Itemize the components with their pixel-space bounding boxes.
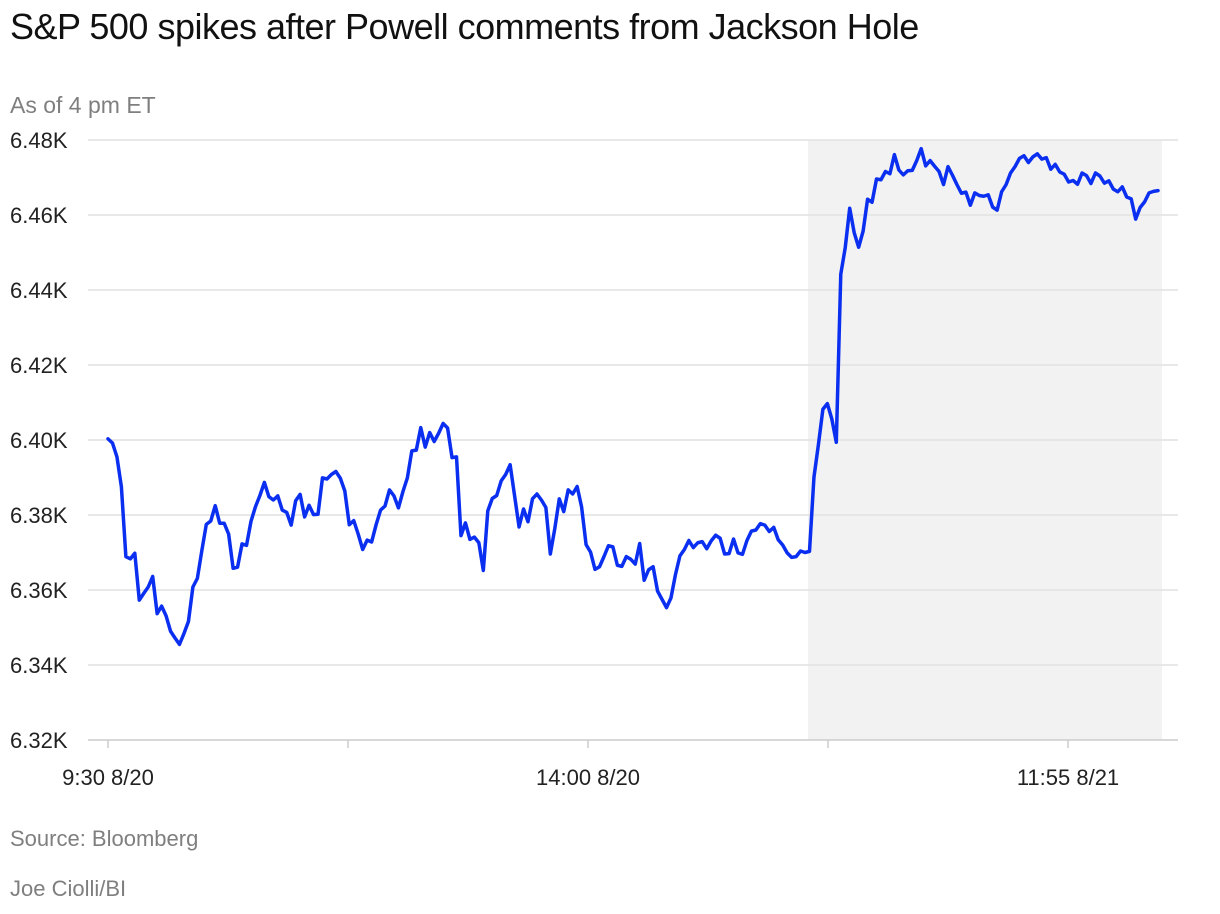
- gridlines: [88, 139, 1178, 666]
- y-axis-labels: 6.32K 6.34K 6.36K 6.38K 6.40K 6.42K 6.44K 6.46K…: [10, 128, 68, 753]
- chart-title: S&P 500 spikes after Powell comments fro…: [10, 6, 919, 47]
- series-line: [106, 146, 1160, 647]
- y-tick-label: 6.38K: [10, 503, 68, 528]
- y-tick-label: 6.48K: [10, 128, 68, 153]
- y-tick-label: 6.44K: [10, 278, 68, 303]
- y-tick-label: 6.36K: [10, 578, 68, 603]
- series-layer: [106, 146, 1160, 647]
- chart-subtitle: As of 4 pm ET: [10, 92, 156, 118]
- y-tick-label: 6.32K: [10, 728, 68, 753]
- x-tick-label: 14:00 8/20: [536, 765, 640, 790]
- x-tick-label: 11:55 8/21: [1017, 765, 1119, 790]
- x-tick-label: 9:30 8/20: [62, 765, 154, 790]
- y-tick-label: 6.34K: [10, 653, 68, 678]
- credit-note: Joe Ciolli/BI: [10, 876, 127, 901]
- y-tick-label: 6.42K: [10, 353, 68, 378]
- y-tick-label: 6.46K: [10, 203, 68, 228]
- x-axis: [88, 739, 1178, 748]
- y-tick-label: 6.40K: [10, 428, 68, 453]
- source-note: Source: Bloomberg: [10, 826, 199, 851]
